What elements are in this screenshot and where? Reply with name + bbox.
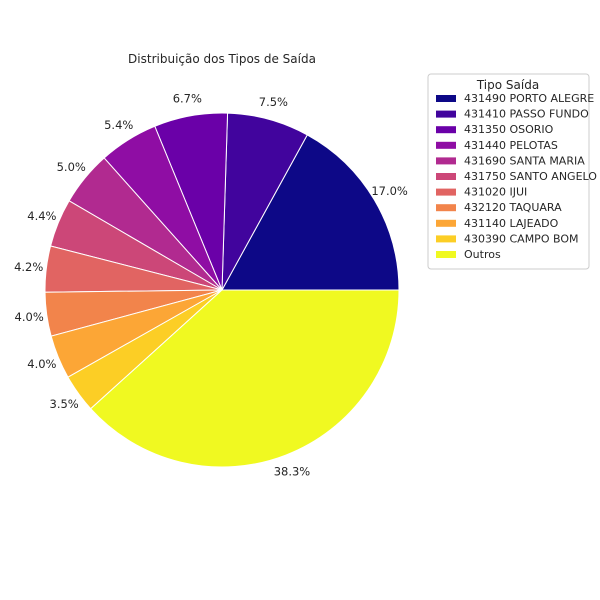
legend-label: Outros <box>464 248 501 261</box>
legend-frame <box>427 73 590 270</box>
percent-label: 4.4% <box>27 209 56 223</box>
legend-swatch <box>436 251 456 258</box>
legend-swatch <box>436 235 456 243</box>
percent-label: 38.3% <box>274 465 311 479</box>
legend-label: 431750 SANTO ANGELO <box>464 170 597 183</box>
percent-label: 5.4% <box>104 118 133 132</box>
percent-label: 4.0% <box>15 310 44 324</box>
legend-label: 431690 SANTA MARIA <box>464 154 585 167</box>
legend-label: 432120 TAQUARA <box>464 201 562 214</box>
percent-label: 4.0% <box>27 357 56 371</box>
percent-label: 3.5% <box>50 397 79 411</box>
legend-swatch <box>436 110 456 118</box>
pie-slice <box>90 289 400 468</box>
legend-label: 431440 PELOTAS <box>464 139 558 152</box>
pie-slices <box>44 112 400 468</box>
legend-label: 431410 PASSO FUNDO <box>464 108 589 121</box>
legend-swatch <box>436 188 456 196</box>
legend-swatch <box>436 141 456 149</box>
legend-label: 431140 LAJEADO <box>464 217 559 230</box>
percent-label: 7.5% <box>259 95 288 109</box>
legend-swatch <box>436 204 456 212</box>
percent-label: 6.7% <box>173 91 202 105</box>
chart-title: Distribuição dos Tipos de Saída <box>128 52 316 66</box>
percent-label: 4.2% <box>14 260 43 274</box>
legend-swatch <box>436 157 456 165</box>
legend-swatch <box>436 219 456 227</box>
legend-label: 431490 PORTO ALEGRE <box>464 92 594 105</box>
legend: Tipo Saída 431490 PORTO ALEGRE 431410 PAS… <box>427 73 597 270</box>
legend-swatch <box>436 95 456 102</box>
legend-title: Tipo Saída <box>476 78 539 92</box>
percent-label: 17.0% <box>371 184 408 198</box>
legend-label: 430390 CAMPO BOM <box>464 232 578 245</box>
legend-swatch <box>436 126 456 134</box>
pie-slice <box>221 134 400 291</box>
percent-label: 5.0% <box>57 160 86 174</box>
legend-label: 431020 IJUI <box>464 186 527 199</box>
legend-swatch <box>436 173 456 180</box>
legend-items: 431490 PORTO ALEGRE 431410 PASSO FUNDO 431… <box>436 92 597 261</box>
percent-labels: 17.0% 7.5% 6.7% 5.4% 5.0% 4.4% 4.2% 4.0% 4.0% 3.5… <box>14 91 408 478</box>
legend-label: 431350 OSORIO <box>464 123 554 136</box>
